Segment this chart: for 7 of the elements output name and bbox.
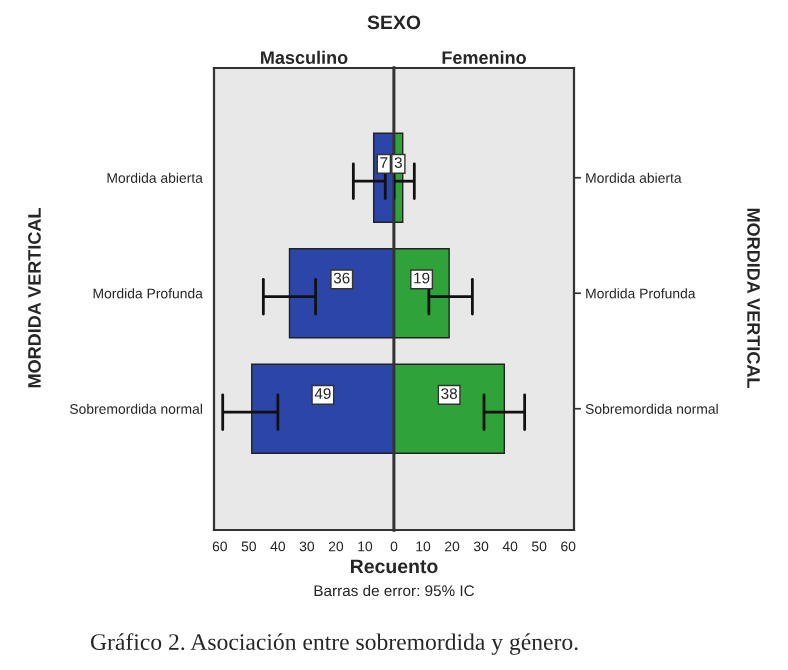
y-axis-title: MORDIDA VERTICAL — [28, 208, 41, 388]
text: Gráfico 2. Asociación entre sobremordida y género. — [90, 633, 578, 655]
chart-title: Femenino — [442, 50, 526, 65]
text: SEXO — [367, 15, 421, 30]
chart-title: Masculino — [261, 50, 348, 65]
y2-axis-title: MORDIDA VERTICAL — [747, 208, 760, 388]
x-axis-title: Recuento — [351, 559, 438, 574]
